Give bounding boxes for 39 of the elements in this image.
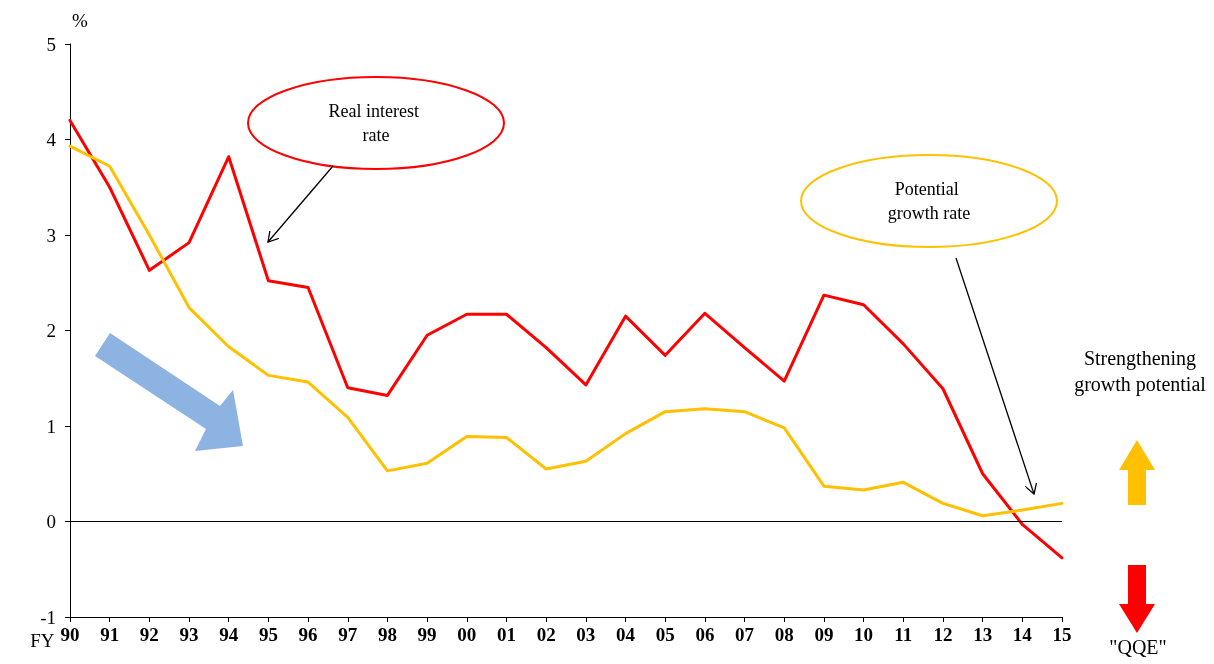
x-tick-label: 99 bbox=[417, 624, 437, 645]
x-tick-label: 94 bbox=[219, 624, 239, 645]
y-tick-label: 1 bbox=[46, 415, 56, 437]
x-tick-label: 03 bbox=[576, 624, 596, 645]
y-axis-title: % bbox=[72, 10, 88, 31]
text: Strengthening growth potential bbox=[1073, 346, 1207, 397]
y-tick-label: 3 bbox=[46, 224, 56, 246]
x-tick-label: 01 bbox=[496, 624, 516, 645]
y-tick-label: 2 bbox=[46, 320, 56, 341]
x-tick-label: 90 bbox=[60, 624, 80, 645]
x-tick-label: 09 bbox=[814, 624, 834, 645]
x-tick-label: 00 bbox=[457, 624, 477, 645]
y-tick-label: -1 bbox=[40, 606, 56, 628]
x-tick-label: 95 bbox=[258, 624, 278, 645]
x-tick-label: 08 bbox=[774, 624, 794, 645]
x-tick-label: 06 bbox=[695, 624, 715, 645]
x-tick-label: 07 bbox=[735, 624, 755, 645]
x-tick-label: 98 bbox=[377, 624, 397, 645]
x-tick-label: 91 bbox=[100, 624, 120, 645]
x-tick-label: 11 bbox=[894, 624, 913, 645]
x-tick-label: 96 bbox=[298, 624, 318, 645]
x-tick-label: 97 bbox=[338, 624, 358, 645]
text: Real interest rate bbox=[328, 101, 424, 145]
x-axis-title: FY bbox=[30, 630, 55, 651]
x-tick-label: 14 bbox=[1012, 624, 1033, 645]
x-tick-label: 15 bbox=[1052, 624, 1072, 645]
x-tick-label: 92 bbox=[139, 624, 159, 645]
x-tick-label: 93 bbox=[179, 624, 199, 645]
x-tick-label: 10 bbox=[854, 624, 874, 645]
text: "QQE" bbox=[1108, 636, 1168, 658]
x-tick-label: 05 bbox=[655, 624, 675, 645]
x-tick-label: 12 bbox=[933, 624, 953, 645]
y-tick-label: 5 bbox=[46, 33, 56, 55]
x-tick-label: 04 bbox=[616, 624, 636, 645]
x-tick-label: 02 bbox=[536, 624, 556, 645]
x-tick-label: 13 bbox=[973, 624, 993, 645]
y-tick-label: 4 bbox=[46, 129, 57, 150]
text: Potential growth rate bbox=[887, 179, 971, 223]
y-tick-label: 0 bbox=[46, 511, 56, 532]
